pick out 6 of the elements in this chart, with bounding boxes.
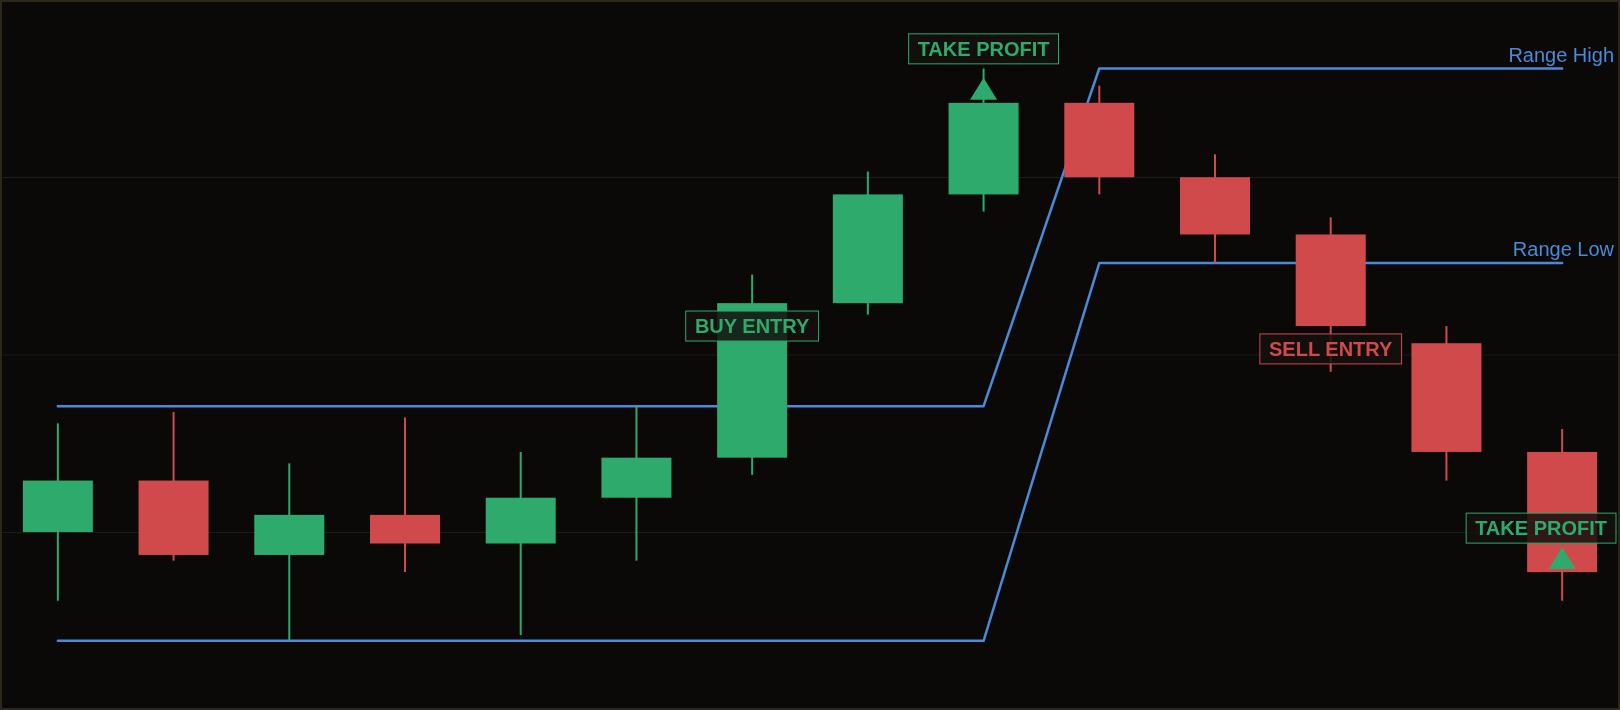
annotation: SELL ENTRY <box>1269 337 1394 360</box>
annotation: TAKE PROFIT <box>917 37 1050 60</box>
series-label: Range High <box>1508 43 1614 66</box>
series-label: Range Low <box>1512 238 1615 261</box>
annotation: TAKE PROFIT <box>1475 517 1608 540</box>
annotation: BUY ENTRY <box>694 315 811 338</box>
